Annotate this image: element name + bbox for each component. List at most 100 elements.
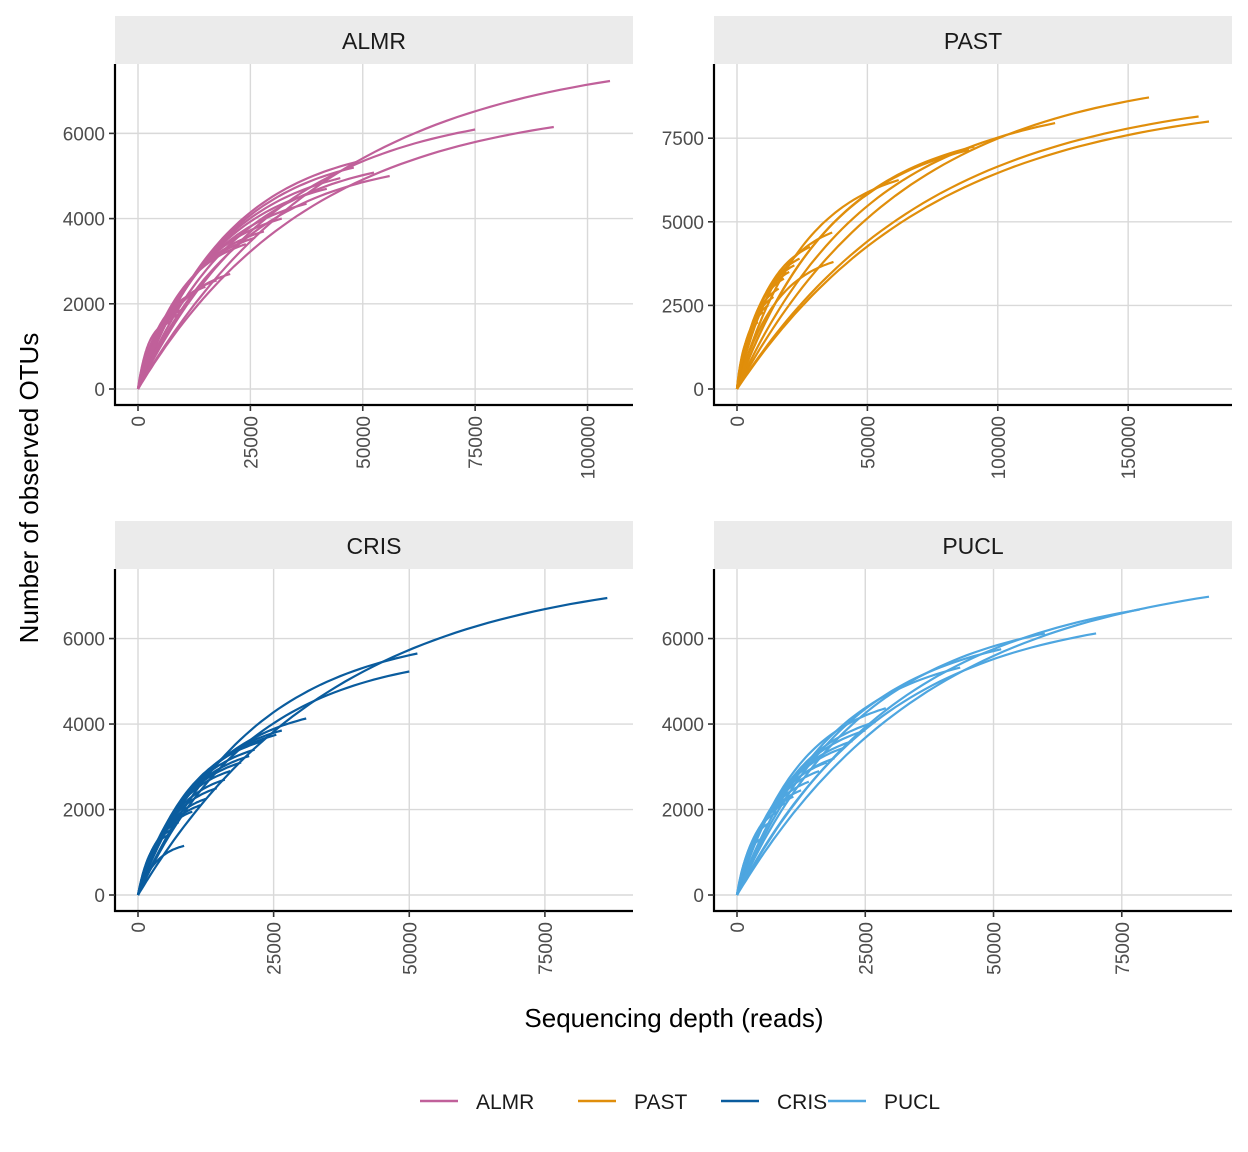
legend-label: PAST bbox=[634, 1091, 687, 1114]
facet-strip-label: CRIS bbox=[347, 533, 402, 559]
y-tick-label: 7500 bbox=[662, 129, 704, 150]
legend-item-pucl: PUCL bbox=[828, 1091, 940, 1114]
facet-strip-label: PUCL bbox=[942, 533, 1004, 559]
rarefaction-curve bbox=[137, 128, 476, 390]
y-tick-label: 0 bbox=[693, 886, 704, 907]
x-axis-title: Sequencing depth (reads) bbox=[524, 1003, 823, 1033]
rarefaction-curve bbox=[735, 707, 887, 896]
rarefaction-curve bbox=[735, 838, 761, 896]
x-tick-label: 75000 bbox=[466, 416, 487, 469]
x-tick-label: 25000 bbox=[265, 922, 286, 975]
x-tick-label: 50000 bbox=[354, 416, 375, 469]
y-axis-title: Number of observed OTUs bbox=[14, 333, 44, 644]
y-tick-label: 0 bbox=[94, 380, 105, 401]
facet-strip bbox=[714, 16, 1232, 64]
rarefaction-curve bbox=[735, 666, 961, 896]
legend-label: PUCL bbox=[884, 1091, 940, 1114]
rarefaction-curve bbox=[735, 348, 749, 389]
rarefaction-curve bbox=[736, 608, 1140, 896]
legend: ALMR PAST CRIS PUCL bbox=[420, 1091, 940, 1114]
x-tick-label: 75000 bbox=[536, 922, 557, 975]
y-tick-label: 4000 bbox=[662, 715, 704, 736]
legend-item-past: PAST bbox=[578, 1091, 687, 1114]
rarefaction-curve bbox=[136, 733, 277, 896]
x-tick-label: 150000 bbox=[1119, 416, 1140, 479]
facet-strip bbox=[115, 521, 633, 569]
rarefaction-curve bbox=[136, 345, 155, 390]
rarefaction-curve bbox=[136, 748, 255, 896]
y-tick-label: 0 bbox=[94, 886, 105, 907]
rarefaction-curve bbox=[136, 717, 307, 896]
rarefaction-curve bbox=[136, 177, 341, 390]
facet-panel-past: PAST 0 2500 5000 7500 0 50000 100000 150000 bbox=[662, 16, 1232, 479]
rarefaction-curve bbox=[136, 729, 283, 896]
rarefaction-curve bbox=[136, 171, 375, 390]
rarefaction-curve bbox=[137, 125, 554, 390]
y-tick-label: 2500 bbox=[662, 296, 704, 317]
x-tick-label: 100000 bbox=[579, 416, 600, 479]
x-tick-label: 0 bbox=[129, 416, 150, 427]
rarefaction-curve bbox=[735, 746, 846, 896]
rarefaction-curves bbox=[735, 96, 1210, 390]
rarefaction-curve bbox=[736, 115, 1199, 390]
facet-panel-almr: ALMR 0 2000 4000 6000 0 25000 50000 75000 100000 bbox=[63, 16, 633, 479]
facet-panel-pucl: PUCL 0 2000 4000 6000 0 25000 50000 75000 bbox=[662, 521, 1232, 975]
rarefaction-curve bbox=[136, 202, 307, 390]
legend-item-almr: ALMR bbox=[420, 1091, 534, 1114]
rarefaction-curves bbox=[136, 596, 608, 896]
y-tick-label: 6000 bbox=[662, 630, 704, 651]
y-tick-label: 2000 bbox=[63, 295, 105, 316]
facet-strip bbox=[714, 521, 1232, 569]
rarefaction-curve bbox=[137, 79, 611, 390]
rarefaction-curve bbox=[136, 834, 169, 896]
facet-strip-label: PAST bbox=[944, 28, 1002, 54]
rarefaction-curve bbox=[136, 755, 250, 896]
rarefaction-curve bbox=[136, 740, 264, 896]
y-tick-label: 4000 bbox=[63, 210, 105, 231]
y-tick-label: 0 bbox=[693, 380, 704, 401]
x-tick-label: 50000 bbox=[400, 922, 421, 975]
legend-label: ALMR bbox=[476, 1091, 534, 1114]
y-tick-label: 6000 bbox=[63, 124, 105, 145]
x-tick-label: 50000 bbox=[985, 922, 1006, 975]
facet-strip bbox=[115, 16, 633, 64]
x-tick-label: 75000 bbox=[1113, 922, 1134, 975]
rarefaction-curve bbox=[736, 632, 1097, 896]
rarefaction-curves bbox=[735, 595, 1210, 896]
rarefaction-curve bbox=[735, 632, 1046, 896]
rarefaction-curve bbox=[136, 243, 247, 390]
rarefaction-curve bbox=[735, 145, 975, 390]
x-tick-label: 25000 bbox=[241, 416, 262, 469]
x-tick-label: 25000 bbox=[856, 922, 877, 975]
y-tick-label: 5000 bbox=[662, 213, 704, 234]
x-tick-label: 100000 bbox=[989, 416, 1010, 479]
rarefaction-curve bbox=[736, 96, 1150, 390]
rarefaction-curve bbox=[736, 595, 1210, 896]
facet-strip-label: ALMR bbox=[342, 28, 406, 54]
rarefaction-curve bbox=[735, 757, 835, 896]
rarefaction-curve bbox=[136, 652, 418, 896]
legend-item-cris: CRIS bbox=[721, 1091, 827, 1114]
facet-panel-cris: CRIS 0 2000 4000 6000 0 25000 50000 75000 bbox=[63, 521, 633, 975]
rarefaction-curve bbox=[136, 770, 231, 896]
rarefaction-curve bbox=[136, 778, 226, 896]
rarefaction-curve bbox=[136, 236, 256, 390]
rarefaction-curve bbox=[136, 160, 359, 390]
x-tick-label: 50000 bbox=[858, 416, 879, 469]
x-tick-label: 0 bbox=[728, 416, 749, 427]
y-tick-label: 2000 bbox=[63, 801, 105, 822]
legend-label: CRIS bbox=[777, 1091, 827, 1114]
rarefaction-curve bbox=[136, 761, 242, 896]
x-tick-label: 0 bbox=[129, 922, 150, 933]
y-tick-label: 6000 bbox=[63, 630, 105, 651]
rarefaction-curve bbox=[736, 120, 1210, 390]
rarefaction-curve bbox=[735, 260, 834, 390]
y-tick-label: 4000 bbox=[63, 715, 105, 736]
rarefaction-curve bbox=[137, 596, 608, 896]
rarefaction-curve bbox=[736, 122, 1056, 390]
rarefaction-curves bbox=[136, 79, 611, 390]
y-tick-label: 2000 bbox=[662, 801, 704, 822]
x-tick-label: 0 bbox=[728, 922, 749, 933]
